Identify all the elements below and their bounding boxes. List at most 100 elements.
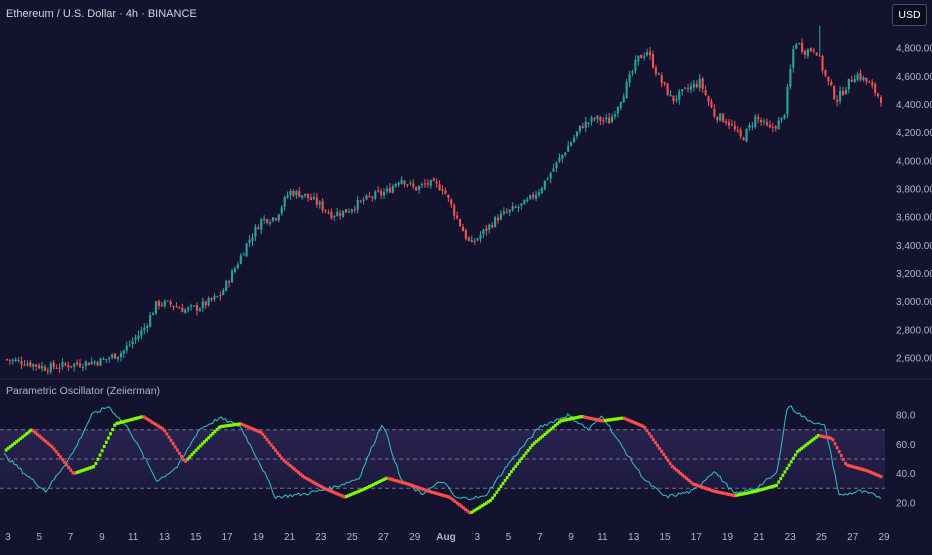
oscillator-mark (113, 423, 117, 427)
oscillator-mark (505, 475, 509, 480)
oscillator-mark (708, 488, 712, 492)
oscillator-mark (10, 443, 14, 447)
oscillator-mark (568, 417, 572, 421)
oscillator-mark (733, 494, 737, 498)
oscillator-mark (443, 494, 446, 498)
oscillator-mark (407, 482, 411, 486)
candle-body (58, 367, 61, 369)
candle-body (570, 142, 573, 146)
oscillator-mark (152, 421, 156, 426)
currency-button[interactable]: USD (892, 4, 927, 26)
candle-body (526, 199, 529, 202)
x-tick-label: 5 (506, 532, 512, 543)
oscillator-mark (526, 448, 530, 453)
oscillator-mark (722, 491, 726, 496)
oscillator-mark (203, 440, 206, 444)
oscillator-mark (793, 453, 797, 457)
candle-body (274, 218, 277, 220)
candle-body (733, 125, 736, 130)
candle-body (309, 197, 313, 200)
oscillator-mark (230, 423, 234, 427)
oscillator-mark (762, 487, 766, 491)
oscillator-mark (186, 457, 190, 461)
candle-body (315, 197, 318, 205)
oscillator-mark (322, 486, 325, 490)
candle-body (394, 183, 397, 187)
x-tick-label: 23 (785, 532, 797, 543)
oscillator-mark (355, 490, 359, 494)
candle-body (669, 94, 672, 96)
candle-body (543, 180, 546, 190)
x-tick-label: 7 (68, 532, 74, 543)
candle-body (689, 86, 693, 90)
oscillator-mark (593, 417, 597, 421)
candle-body (391, 185, 394, 193)
oscillator-mark (324, 487, 327, 491)
oscillator-mark (662, 452, 666, 457)
oscillator-mark (15, 440, 18, 444)
oscillator-mark (695, 483, 699, 487)
oscillator-mark (754, 489, 758, 493)
candle-body (245, 243, 248, 256)
oscillator-mark (169, 438, 173, 443)
oscillator-mark (507, 473, 511, 477)
oscillator-mark (643, 426, 647, 430)
oscillator-mark (871, 471, 875, 475)
candle-body (736, 129, 739, 131)
oscillator-mark (737, 493, 741, 497)
oscillator-mark (428, 490, 432, 494)
candle-body (675, 99, 678, 101)
oscillator-mark (136, 416, 140, 420)
candle-body (611, 116, 614, 123)
candle-body (146, 325, 149, 328)
candle-body (830, 82, 833, 86)
candle-body (774, 126, 777, 129)
candle-body (514, 206, 517, 208)
oscillator-mark (240, 422, 244, 427)
candle-body (725, 121, 728, 124)
candle-body (73, 363, 76, 367)
oscillator-mark (33, 431, 37, 435)
candle-body (865, 77, 868, 82)
candle-body (365, 195, 368, 200)
candle-body (116, 356, 120, 360)
candle-body (760, 119, 763, 123)
oscillator-mark (461, 506, 465, 510)
candle-body (181, 307, 184, 313)
candle-body (461, 226, 465, 232)
oscillator-mark (209, 434, 213, 438)
oscillator-mark (86, 467, 89, 471)
oscillator-mark (251, 427, 254, 431)
oscillator-mark (691, 482, 695, 486)
oscillator-mark (637, 422, 641, 427)
oscillator-mark (276, 451, 279, 455)
candle-body (798, 43, 801, 45)
oscillator-mark (839, 454, 843, 458)
oscillator-mark (541, 434, 545, 438)
oscillator-mark (768, 485, 772, 489)
oscillator-mark (374, 481, 378, 486)
oscillator-mark (390, 478, 394, 482)
oscillator-mark (702, 485, 705, 490)
candle-body (520, 203, 523, 206)
x-tick-label: 5 (37, 532, 43, 543)
oscillator-mark (399, 480, 403, 484)
candle-body (201, 301, 204, 309)
oscillator-mark (804, 443, 808, 447)
candle-body (771, 126, 774, 128)
candle-body (660, 75, 663, 83)
oscillator-mark (361, 487, 365, 492)
oscillator-mark (468, 511, 472, 515)
candle-body (84, 361, 87, 367)
oscillator-tick-label: 60.0 (896, 440, 916, 451)
oscillator-mark (572, 416, 576, 420)
candle-body (792, 49, 795, 68)
candle-body (803, 50, 807, 55)
oscillator-mark (447, 495, 451, 499)
candle-body (160, 304, 163, 306)
oscillator-mark (345, 494, 348, 499)
oscillator-mark (441, 493, 444, 497)
candle-body (470, 239, 473, 243)
